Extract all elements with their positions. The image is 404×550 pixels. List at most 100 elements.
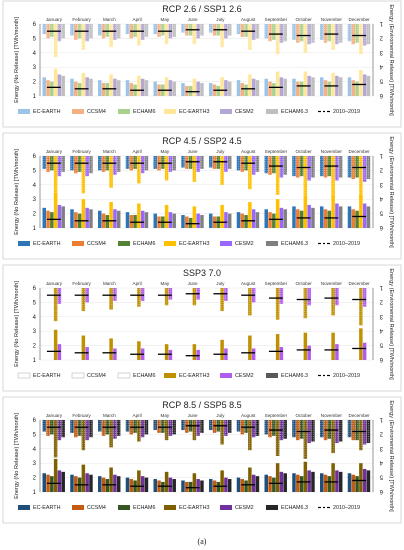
bar-hatch xyxy=(347,156,352,178)
bar-hatch xyxy=(323,24,328,43)
legend-swatch xyxy=(118,109,130,114)
bar-env-release xyxy=(77,83,82,96)
legend-label: EC-EARTH xyxy=(33,109,61,115)
bar-env-release xyxy=(264,474,268,492)
left-tick-label: 1 xyxy=(33,226,37,232)
bar-env-release xyxy=(323,209,328,228)
bar-hatch xyxy=(296,420,300,441)
bar-hatch xyxy=(335,420,339,444)
bar-hatch xyxy=(351,24,356,45)
legend-swatch xyxy=(72,241,84,246)
bar-hatch xyxy=(153,420,157,431)
bar-env-release xyxy=(338,77,343,96)
month-label: January xyxy=(46,281,63,286)
bar-env-release xyxy=(227,81,232,96)
bar-env-release xyxy=(113,474,117,492)
bar-hatch xyxy=(268,156,272,175)
bar-env-release xyxy=(224,80,228,96)
bar-env-release xyxy=(105,83,110,96)
bar-env-release xyxy=(366,470,371,492)
bar-env-release xyxy=(283,473,287,492)
bar-hatch xyxy=(248,24,252,50)
legend-swatch xyxy=(118,505,130,510)
bar-hatch xyxy=(168,156,173,172)
bar-hatch xyxy=(347,420,352,438)
bar-env-release xyxy=(307,345,311,360)
month-label: August xyxy=(241,281,256,286)
bar-hatch xyxy=(161,420,165,433)
left-tick-label: 4 xyxy=(33,183,37,189)
legend-swatch xyxy=(266,505,278,510)
bar-hatch xyxy=(248,420,252,451)
bar-env-release xyxy=(125,80,130,96)
right-tick-label: 6 xyxy=(379,92,383,98)
scenario-panel: RCP 2.6 / SSP1 2.6 January February March Ap… xyxy=(2,0,402,128)
bar-env-release xyxy=(272,83,276,96)
month-label: August xyxy=(241,17,256,22)
bar-env-release xyxy=(161,481,165,492)
bar-hatch xyxy=(81,288,86,312)
bar-env-release xyxy=(42,77,46,96)
legend-label: CCSM4 xyxy=(87,373,106,379)
left-tick-label: 4 xyxy=(33,51,37,57)
right-tick-label: 2 xyxy=(379,298,383,304)
panel-frame xyxy=(2,264,402,392)
bar-env-release xyxy=(85,473,89,492)
bar-env-release xyxy=(70,209,74,228)
legend-swatch xyxy=(266,373,278,378)
bar-env-release xyxy=(57,344,62,360)
bar-hatch xyxy=(331,420,335,454)
bar-hatch xyxy=(74,24,78,40)
bar-hatch xyxy=(70,420,74,433)
bar-env-release xyxy=(255,80,260,96)
left-tick-label: 2 xyxy=(33,80,37,86)
right-tick-label: 4 xyxy=(379,459,383,465)
bar-env-release xyxy=(164,471,169,492)
bar-hatch xyxy=(331,24,335,50)
bar-env-release xyxy=(335,344,339,360)
figure-caption: (a) xyxy=(198,537,207,546)
month-label: June xyxy=(188,149,198,154)
bar-hatch xyxy=(227,420,232,433)
bar-env-release xyxy=(109,74,113,96)
bar-hatch xyxy=(61,420,65,438)
scenario-panel: SSP3 7.0 January February March April May June… xyxy=(2,264,402,392)
bar-env-release xyxy=(251,209,256,228)
bar-hatch xyxy=(255,420,260,436)
bar-hatch xyxy=(311,420,315,442)
legend-swatch xyxy=(71,372,85,379)
bar-env-release xyxy=(244,215,248,228)
bar-hatch xyxy=(224,156,228,172)
legend-label: CESM2 xyxy=(235,505,254,511)
bar-env-release xyxy=(164,344,169,360)
month-label: July xyxy=(216,17,225,22)
left-tick-label: 5 xyxy=(33,432,37,438)
bar-hatch xyxy=(53,24,58,58)
bar-hatch xyxy=(42,420,46,432)
bar-hatch xyxy=(192,420,197,441)
bar-hatch xyxy=(319,420,324,438)
bar-env-release xyxy=(153,479,157,492)
bar-hatch xyxy=(264,156,268,174)
bar-hatch xyxy=(168,288,173,300)
bar-env-release xyxy=(248,202,252,228)
bar-env-release xyxy=(50,81,54,96)
bar-env-release xyxy=(347,77,352,96)
legend-swatch xyxy=(72,109,84,114)
bar-env-release xyxy=(327,476,332,492)
left-tick-label: 2 xyxy=(33,344,37,350)
month-label: October xyxy=(295,413,312,418)
bar-hatch xyxy=(116,156,121,172)
month-label: July xyxy=(216,281,225,286)
bar-hatch xyxy=(212,156,217,169)
bar-hatch xyxy=(109,420,113,448)
month-label: April xyxy=(133,17,142,22)
right-tick-label: 1 xyxy=(379,152,383,158)
bar-env-release xyxy=(208,213,213,228)
panel-frame xyxy=(2,0,402,128)
bar-hatch xyxy=(137,288,141,307)
bar-env-release xyxy=(109,338,113,360)
month-label: May xyxy=(161,281,170,286)
bar-hatch xyxy=(97,24,102,36)
bar-hatch xyxy=(200,420,204,433)
